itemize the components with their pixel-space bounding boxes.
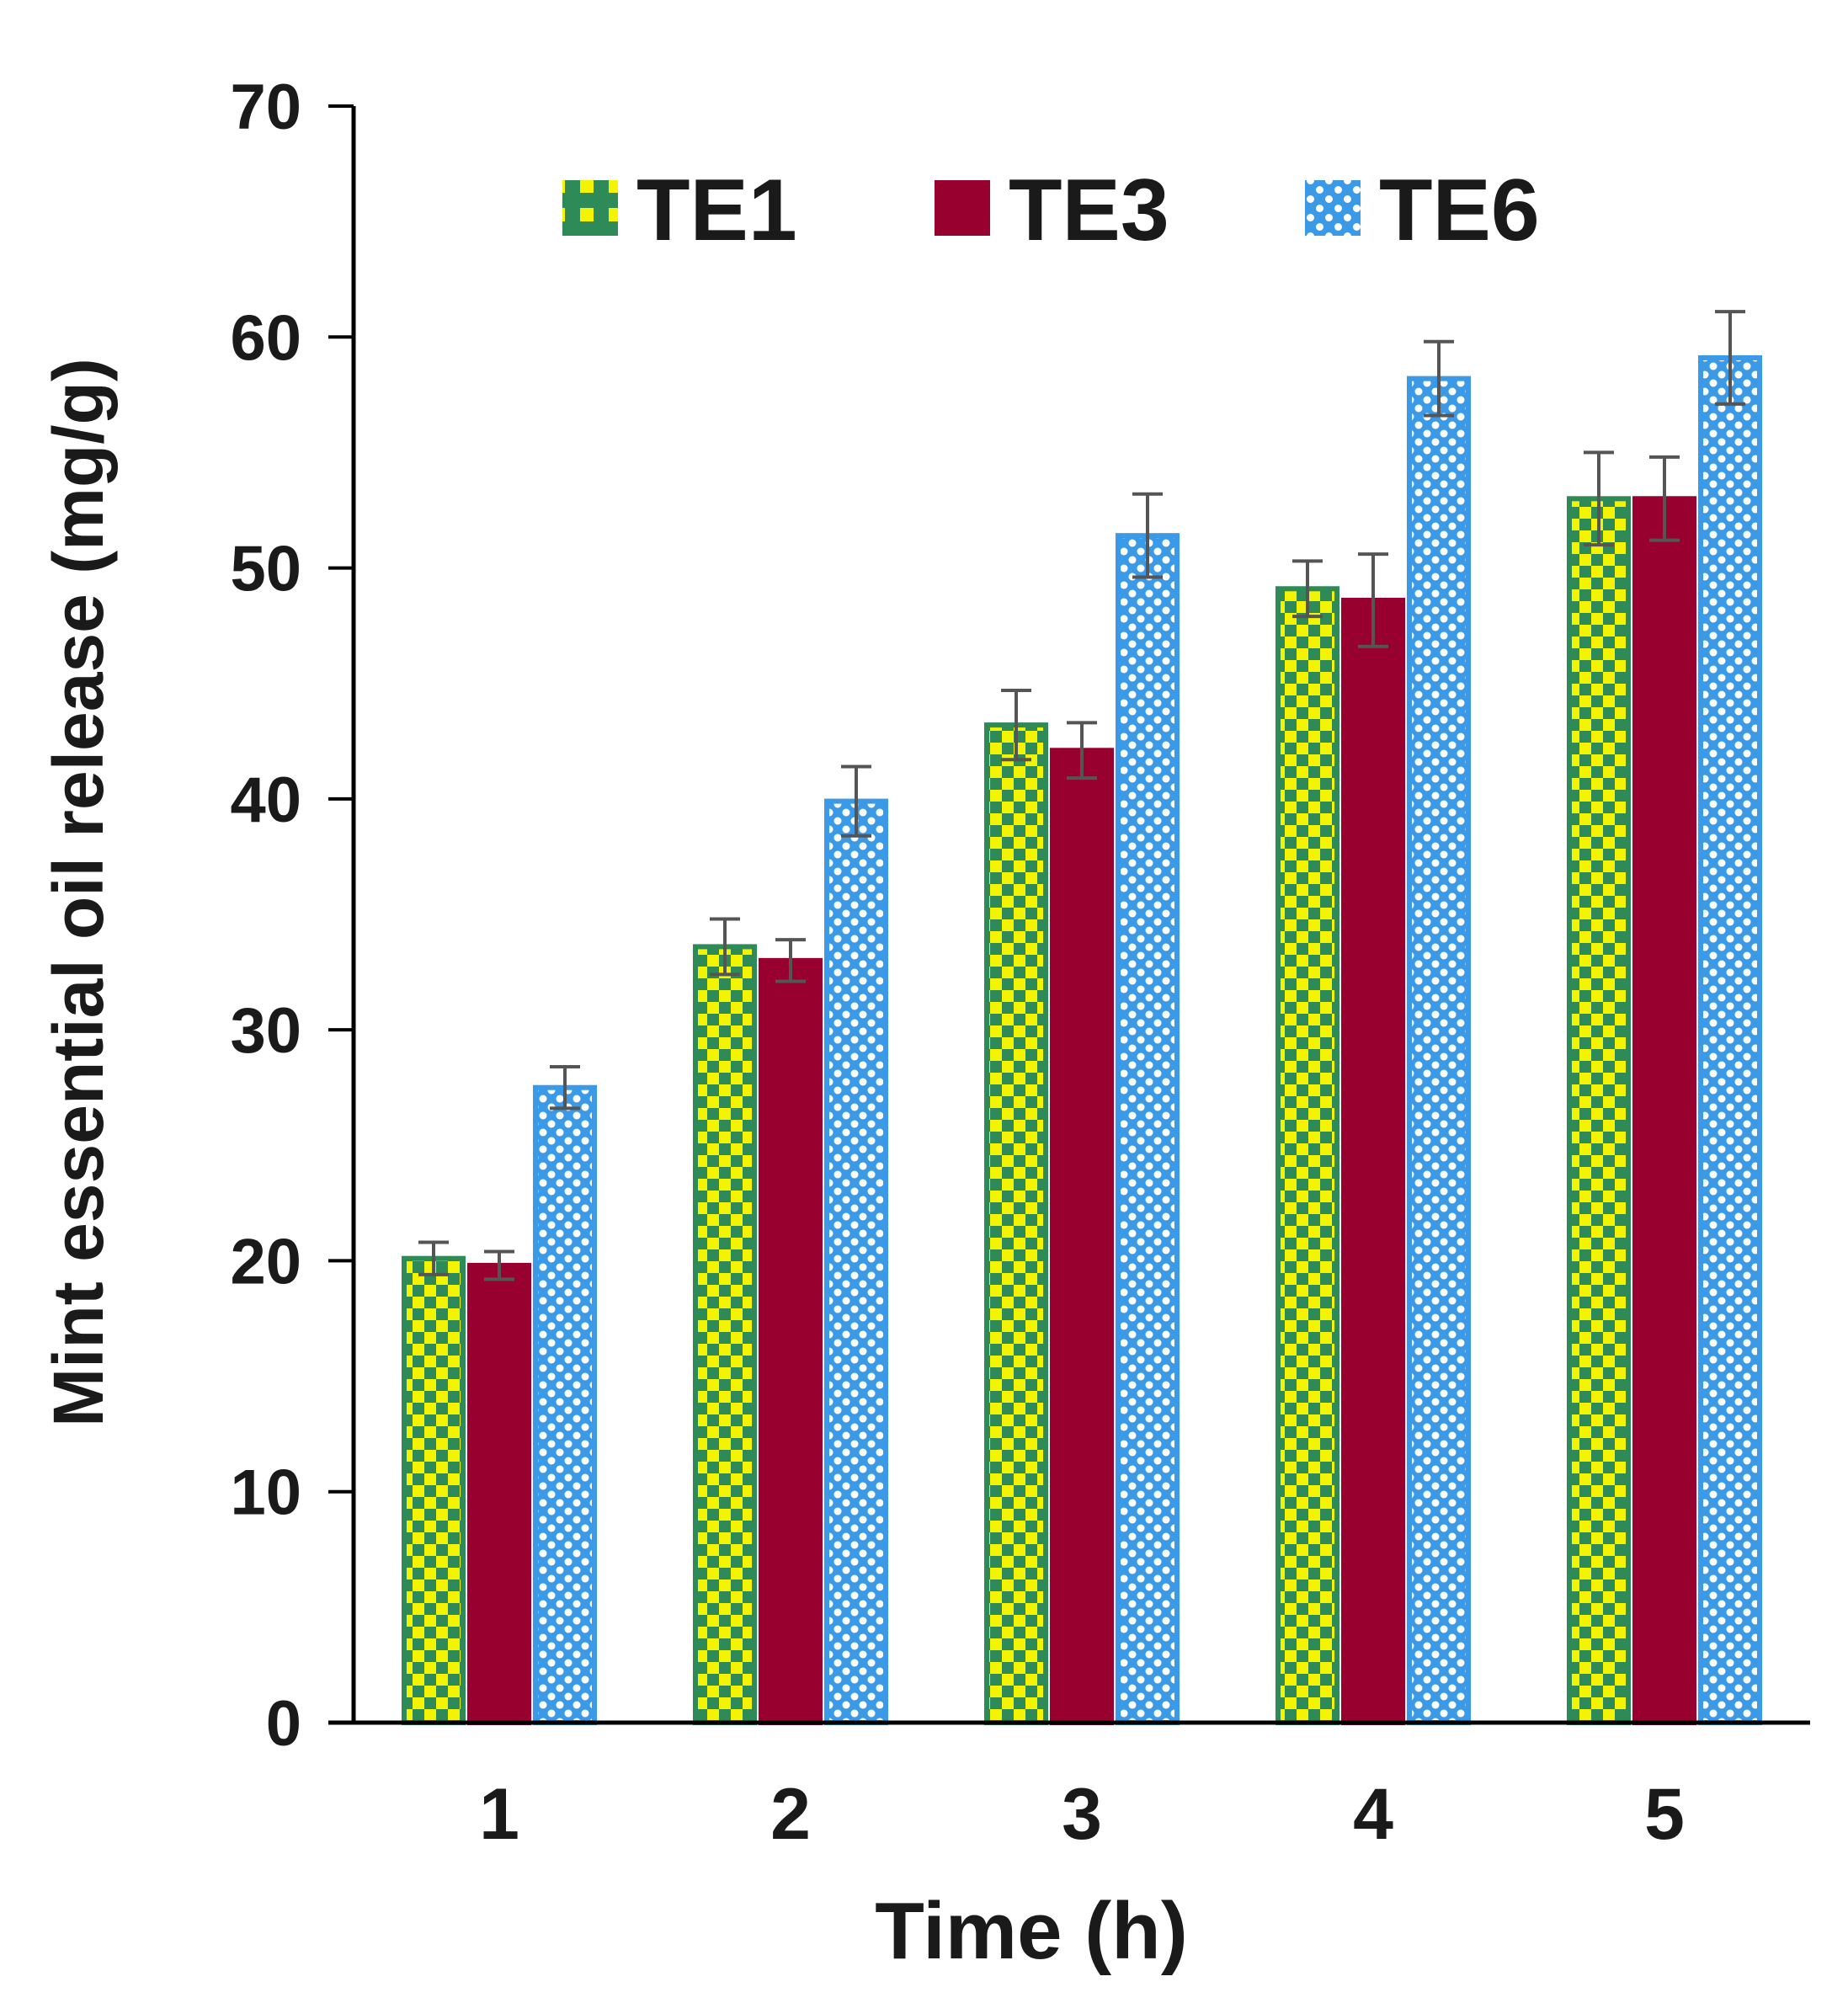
legend-swatch-te3 <box>935 180 990 236</box>
legend-swatch-te6 <box>1305 180 1361 236</box>
legend-label-te1: TE1 <box>636 162 797 259</box>
y-tick-label: 70 <box>230 72 301 143</box>
bar-te3-5 <box>1632 496 1696 1725</box>
bar-te6-2 <box>824 798 888 1725</box>
bar-te6-1 <box>533 1084 597 1725</box>
bar-te6-3 <box>1116 533 1180 1726</box>
x-tick-label: 1 <box>479 1774 519 1855</box>
bar-te1-5 <box>1567 496 1631 1725</box>
x-tick-label: 3 <box>1062 1774 1102 1855</box>
x-tick-label: 5 <box>1644 1774 1685 1855</box>
y-tick-label: 20 <box>230 1226 301 1297</box>
error-bars-group <box>418 310 1745 1281</box>
legend-swatch-te1 <box>562 180 618 236</box>
bar-te1-4 <box>1275 586 1339 1725</box>
legend-label-te6: TE6 <box>1379 162 1540 259</box>
bar-te3-3 <box>1050 748 1114 1725</box>
x-tick-label: 2 <box>770 1774 811 1855</box>
y-tick-label: 50 <box>230 534 301 605</box>
x-tick-label: 4 <box>1353 1774 1393 1855</box>
bar-te6-5 <box>1698 354 1762 1725</box>
x-axis-title: Time (h) <box>875 1886 1188 1976</box>
y-tick-label: 60 <box>230 302 301 374</box>
legend-label-te3: TE3 <box>1009 162 1169 259</box>
y-axis-title: Mint essential oil release (mg/g) <box>39 358 118 1427</box>
bar-te1-3 <box>984 722 1048 1725</box>
bar-te1-1 <box>402 1255 466 1725</box>
y-tick-label: 30 <box>230 995 301 1067</box>
bar-series-group <box>402 354 1762 1726</box>
bar-te3-4 <box>1341 597 1405 1725</box>
bar-te3-2 <box>759 957 823 1726</box>
y-tick-label: 10 <box>230 1457 301 1529</box>
y-tick-label: 40 <box>230 764 301 836</box>
legend: TE1 TE3 TE6 <box>562 162 1540 259</box>
y-axis-ticks: 0 10 20 30 40 50 60 70 <box>230 72 354 1760</box>
x-axis-category-labels: 1 2 3 4 5 <box>479 1774 1685 1855</box>
bar-te3-1 <box>467 1262 531 1725</box>
bar-te1-2 <box>693 944 757 1725</box>
bar-te6-4 <box>1407 376 1471 1726</box>
y-tick-label: 0 <box>266 1688 301 1760</box>
